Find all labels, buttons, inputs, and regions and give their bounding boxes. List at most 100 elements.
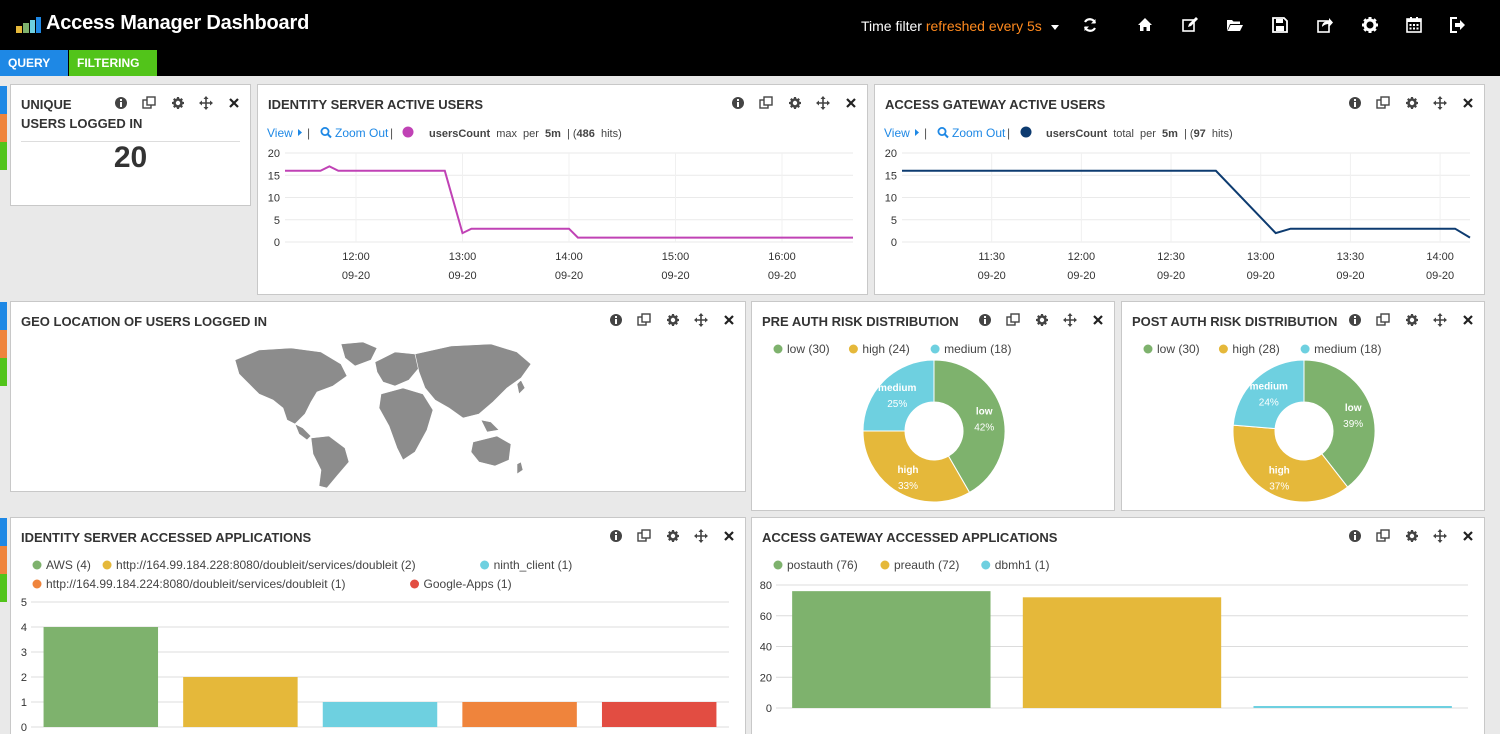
view-link[interactable]: View <box>884 126 910 140</box>
duplicate-icon[interactable] <box>1376 529 1390 543</box>
row-collapse-marker[interactable] <box>0 302 7 330</box>
bar-2[interactable] <box>1022 597 1222 708</box>
home-icon[interactable] <box>1136 16 1154 34</box>
close-icon[interactable] <box>1461 96 1475 110</box>
view-link[interactable]: View <box>267 126 293 140</box>
chart-legend: AWS (4) http://164.99.184.228:8080/double… <box>32 558 573 591</box>
row-add-panel-marker[interactable] <box>0 574 7 602</box>
bar-3[interactable] <box>322 702 438 727</box>
gear-icon[interactable] <box>666 313 680 327</box>
close-icon[interactable] <box>722 529 736 543</box>
row-add-panel-marker[interactable] <box>0 358 7 386</box>
folder-open-icon[interactable] <box>1226 16 1244 34</box>
close-icon[interactable] <box>1091 313 1105 327</box>
series-line[interactable] <box>902 169 1471 239</box>
move-icon[interactable] <box>694 313 708 327</box>
series-line[interactable] <box>285 165 853 239</box>
bar-1[interactable] <box>792 591 991 708</box>
legend-item[interactable]: high (28) <box>1232 342 1279 356</box>
duplicate-icon[interactable] <box>637 529 651 543</box>
legend-item[interactable]: medium (18) <box>1314 342 1381 356</box>
share-icon[interactable] <box>1316 16 1334 34</box>
row-settings-marker[interactable] <box>0 114 7 142</box>
close-icon[interactable] <box>722 313 736 327</box>
gear-icon[interactable] <box>1361 16 1379 34</box>
bar-1[interactable] <box>43 627 159 727</box>
duplicate-icon[interactable] <box>142 96 156 110</box>
legend-item[interactable]: postauth (76) <box>787 558 858 572</box>
bar-5[interactable] <box>601 702 717 727</box>
move-icon[interactable] <box>816 96 830 110</box>
legend-item[interactable]: ninth_client (1) <box>494 558 573 572</box>
gear-icon[interactable] <box>1405 529 1419 543</box>
time-filter[interactable]: Time filter refreshed every 5s <box>861 18 1059 34</box>
close-icon[interactable] <box>1461 529 1475 543</box>
filtering-toggle[interactable]: FILTERING <box>69 50 157 94</box>
legend-item[interactable]: http://164.99.184.228:8080/doubleit/serv… <box>116 558 416 572</box>
duplicate-icon[interactable] <box>637 313 651 327</box>
pie-slice-low[interactable] <box>933 359 1006 494</box>
info-icon[interactable] <box>609 529 623 543</box>
move-icon[interactable] <box>694 529 708 543</box>
move-icon[interactable] <box>1433 313 1447 327</box>
row-collapse-marker[interactable] <box>0 518 7 546</box>
gear-icon[interactable] <box>1405 313 1419 327</box>
legend-swatch <box>1218 344 1228 354</box>
legend-item[interactable]: low (30) <box>1157 342 1200 356</box>
info-icon[interactable] <box>114 96 128 110</box>
legend-item[interactable]: high (24) <box>862 342 909 356</box>
pie-slice-high[interactable] <box>862 430 971 503</box>
close-icon[interactable] <box>227 96 241 110</box>
legend-item[interactable]: low (30) <box>787 342 830 356</box>
info-icon[interactable] <box>1348 96 1362 110</box>
close-icon[interactable] <box>1461 313 1475 327</box>
info-icon[interactable] <box>609 313 623 327</box>
pie-slice-medium[interactable] <box>1232 359 1305 430</box>
gear-icon[interactable] <box>666 529 680 543</box>
gear-icon[interactable] <box>1405 96 1419 110</box>
world-map[interactable] <box>11 302 747 493</box>
row-collapse-marker[interactable] <box>0 86 7 114</box>
gear-icon[interactable] <box>788 96 802 110</box>
legend-item[interactable]: dbmh1 (1) <box>995 558 1050 572</box>
legend-item[interactable]: AWS (4) <box>46 558 91 572</box>
slice-label: high <box>1269 466 1290 477</box>
move-icon[interactable] <box>1063 313 1077 327</box>
duplicate-icon[interactable] <box>759 96 773 110</box>
move-icon[interactable] <box>1433 529 1447 543</box>
move-icon[interactable] <box>1433 96 1447 110</box>
edit-icon[interactable] <box>1181 16 1199 34</box>
logout-icon[interactable] <box>1449 16 1467 34</box>
info-icon[interactable] <box>978 313 992 327</box>
info-icon[interactable] <box>731 96 745 110</box>
close-icon[interactable] <box>844 96 858 110</box>
bar-4[interactable] <box>462 702 577 727</box>
zoom-out-link[interactable]: Zoom Out <box>320 126 389 140</box>
query-toggle[interactable]: QUERY <box>0 50 68 94</box>
legend-item[interactable]: Google-Apps (1) <box>424 577 512 591</box>
info-icon[interactable] <box>1348 313 1362 327</box>
legend-item[interactable]: http://164.99.184.224:8080/doubleit/serv… <box>46 577 346 591</box>
legend-item[interactable]: medium (18) <box>944 342 1011 356</box>
gear-icon[interactable] <box>171 96 185 110</box>
x-tick-label: 14:00 <box>1426 251 1454 263</box>
gear-icon[interactable] <box>1035 313 1049 327</box>
move-icon[interactable] <box>199 96 213 110</box>
duplicate-icon[interactable] <box>1376 96 1390 110</box>
pie-slice-low[interactable] <box>1303 359 1376 488</box>
info-icon[interactable] <box>1348 529 1362 543</box>
pie-slice-medium[interactable] <box>862 359 935 432</box>
bar-2[interactable] <box>183 677 298 727</box>
bar-3[interactable] <box>1253 706 1452 708</box>
duplicate-icon[interactable] <box>1006 313 1020 327</box>
row-settings-marker[interactable] <box>0 330 7 358</box>
save-icon[interactable] <box>1271 16 1289 34</box>
row-add-panel-marker[interactable] <box>0 142 7 170</box>
duplicate-icon[interactable] <box>1376 313 1390 327</box>
zoom-out-link[interactable]: Zoom Out <box>937 126 1006 140</box>
refresh-icon[interactable] <box>1081 16 1099 34</box>
calendar-icon[interactable] <box>1405 16 1423 34</box>
pie-slice-high[interactable] <box>1232 424 1349 503</box>
row-settings-marker[interactable] <box>0 546 7 574</box>
legend-item[interactable]: preauth (72) <box>894 558 959 572</box>
